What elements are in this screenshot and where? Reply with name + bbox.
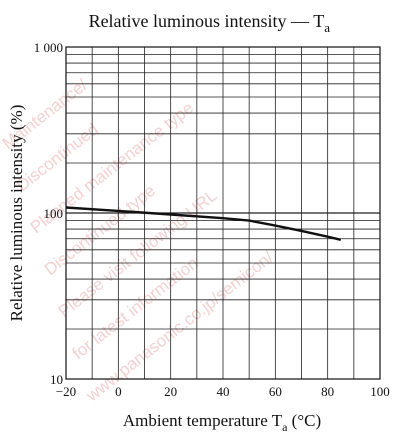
y-tick-label: 1 000 xyxy=(34,40,63,55)
grid xyxy=(66,47,380,379)
x-tick-label: 40 xyxy=(217,384,230,399)
x-tick-label: 0 xyxy=(115,384,122,399)
series-line xyxy=(65,206,342,241)
plot-frame xyxy=(65,46,381,380)
x-axis-label: Ambient temperature Ta (°C) xyxy=(123,411,321,434)
watermark-text: for latest information xyxy=(69,253,202,363)
x-tick-label: 80 xyxy=(321,384,334,399)
y-axis-label: Relative luminous intensity (%) xyxy=(7,105,26,322)
x-tick-label: 20 xyxy=(164,384,177,399)
x-tick-labels: −20 0 20 40 60 80 100 xyxy=(56,384,390,399)
x-axis-label-unit: (°C) xyxy=(287,411,321,430)
chart-title: Relative luminous intensity — Ta xyxy=(89,11,331,35)
chart-title-subscript: a xyxy=(324,20,330,35)
y-tick-label: 100 xyxy=(44,206,64,221)
chart-title-main: Relative luminous intensity — T xyxy=(89,11,325,31)
x-tick-label: −20 xyxy=(56,384,76,399)
x-tick-label: 100 xyxy=(370,384,390,399)
y-tick-label: 10 xyxy=(50,372,63,387)
series-layer xyxy=(65,206,342,241)
x-axis-label-subscript: a xyxy=(282,420,288,434)
y-tick-labels: 10 100 1 000 xyxy=(34,40,63,387)
x-axis-label-main: Ambient temperature T xyxy=(123,411,283,430)
x-tick-label: 60 xyxy=(269,384,282,399)
watermark-text: Discontinued type xyxy=(41,181,159,279)
